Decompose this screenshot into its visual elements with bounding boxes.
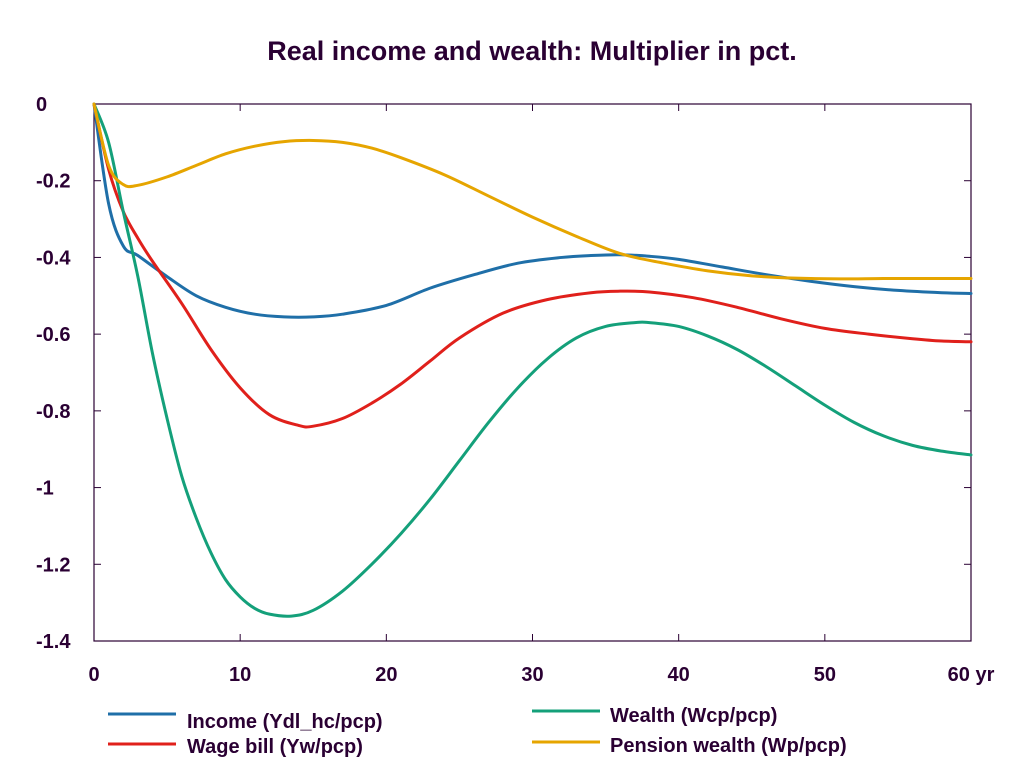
legend-item-wage-bill: Wage bill (Yw/pcp) [108,736,363,758]
legend-item-income: Income (Ydl_hc/pcp) [108,711,383,733]
x-tick-label: 0 [88,664,99,686]
y-tick-label: -1.2 [36,554,70,576]
y-tick-label: -0.4 [36,247,71,269]
x-tick-label: 30 [521,664,543,686]
y-tick-label: -1 [36,478,54,500]
y-tick-label: -1.4 [36,631,71,653]
legend-label: Pension wealth (Wp/pcp) [610,735,847,757]
legend-item-wealth: Wealth (Wcp/pcp) [532,705,777,727]
y-tick-label: -0.8 [36,401,70,423]
y-tick-label: -0.6 [36,324,70,346]
x-tick-label: 40 [668,664,690,686]
series-layer [92,102,973,618]
x-axis: 0 10 20 30 40 50 60 yr [88,104,995,686]
legend-item-pension-wealth: Pension wealth (Wp/pcp) [532,735,847,757]
legend: Income (Ydl_hc/pcp) Wage bill (Yw/pcp) Wea… [108,705,847,758]
series-line-wage-bill [92,102,973,429]
y-axis: 0 -0.2 -0.4 -0.6 -0.8 -1 -1.2 -1.4 [36,94,971,653]
series-line-wealth [92,102,973,618]
x-tick-label: 50 [814,664,836,686]
x-tick-label: 10 [229,664,251,686]
legend-label: Income (Ydl_hc/pcp) [187,711,383,733]
series-line-income [92,102,973,319]
y-tick-label: -0.2 [36,171,70,193]
legend-label: Wealth (Wcp/pcp) [610,705,777,727]
x-tick-label: 60 yr [948,664,995,686]
chart-title: Real income and wealth: Multiplier in pc… [267,36,797,66]
series-line-pension-wealth [92,102,973,281]
y-tick-label: 0 [36,94,47,116]
legend-label: Wage bill (Yw/pcp) [187,736,363,758]
x-tick-label: 20 [375,664,397,686]
